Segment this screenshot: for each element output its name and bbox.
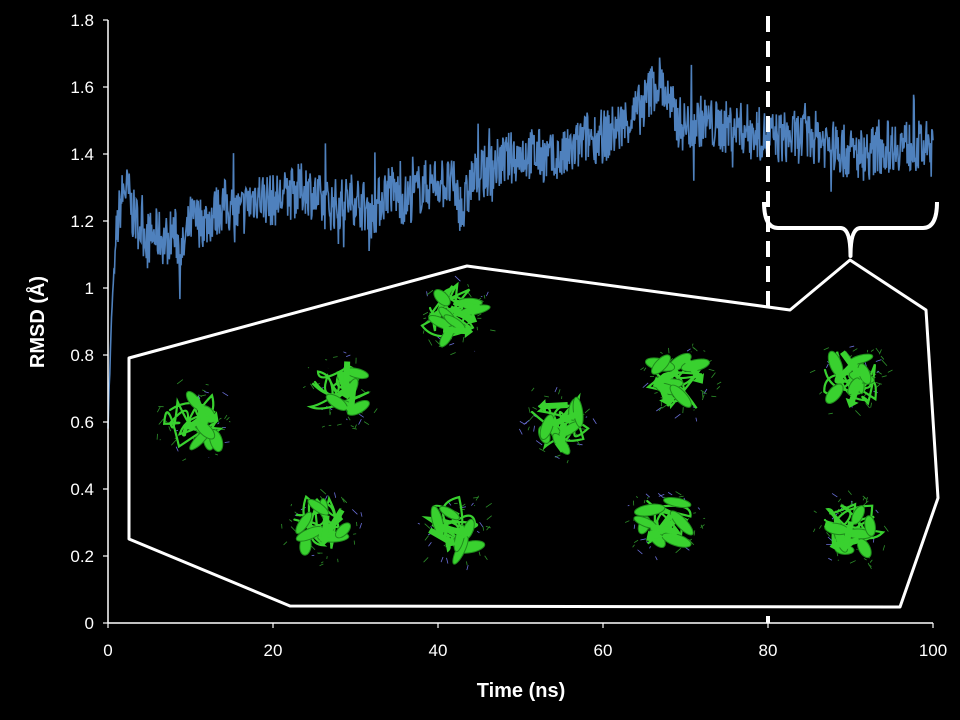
x-tick-label: 60 [594, 641, 613, 660]
protein-structure [420, 275, 496, 356]
structures-inset [127, 258, 940, 609]
y-tick-label: 0.4 [70, 480, 94, 499]
x-tick-label: 80 [759, 641, 778, 660]
protein-structure [281, 488, 363, 567]
inset-outline [127, 258, 940, 609]
x-tick-label: 100 [919, 641, 947, 660]
y-tick-label: 0 [85, 614, 94, 633]
y-tick-label: 1.8 [70, 11, 94, 30]
protein-structure [625, 491, 706, 561]
protein-structure [640, 343, 722, 422]
protein-structure [813, 490, 889, 570]
y-tick-label: 1.6 [70, 78, 94, 97]
y-tick-label: 0.8 [70, 346, 94, 365]
protein-structure [519, 387, 597, 464]
axes: 0 0.2 0.4 0.6 0.8 1 1.2 1.4 1.6 1.8 0 20 40 60 80 100 [70, 11, 947, 660]
protein-structure [302, 351, 378, 430]
series-layer [107, 57, 934, 429]
y-axis-title: RMSD (Å) [25, 276, 49, 368]
y-tick-label: 0.6 [70, 413, 94, 432]
protein-structure [156, 379, 231, 462]
x-tick-label: 20 [264, 641, 283, 660]
range-brace [762, 201, 939, 258]
x-tick-label: 0 [103, 641, 112, 660]
y-tick-label: 1.2 [70, 212, 94, 231]
series-line-0 [107, 57, 934, 429]
protein-structure [417, 495, 492, 571]
x-axis-title: Time (ns) [477, 680, 566, 702]
y-tick-label: 0.2 [70, 547, 94, 566]
y-tick-label: 1.4 [70, 145, 94, 164]
y-tick-label: 1 [85, 279, 94, 298]
protein-structure [809, 345, 893, 417]
x-tick-label: 40 [429, 641, 448, 660]
